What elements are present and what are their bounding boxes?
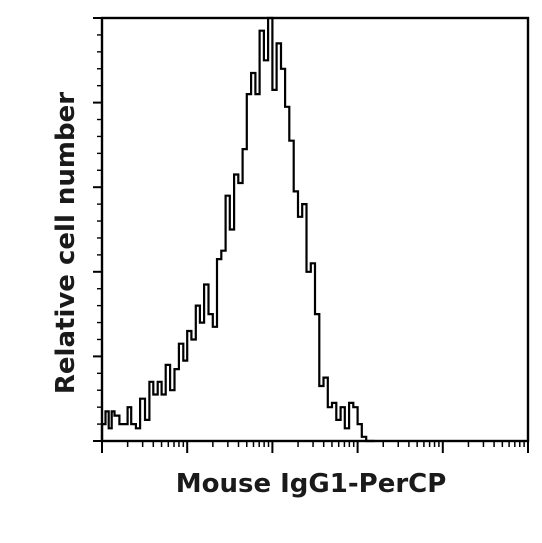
x-axis-label: Mouse IgG1-PerCP: [176, 469, 447, 499]
histogram-line: [100, 16, 375, 443]
plot-frame: [100, 16, 530, 443]
y-axis-label: Relative cell number: [51, 92, 81, 394]
